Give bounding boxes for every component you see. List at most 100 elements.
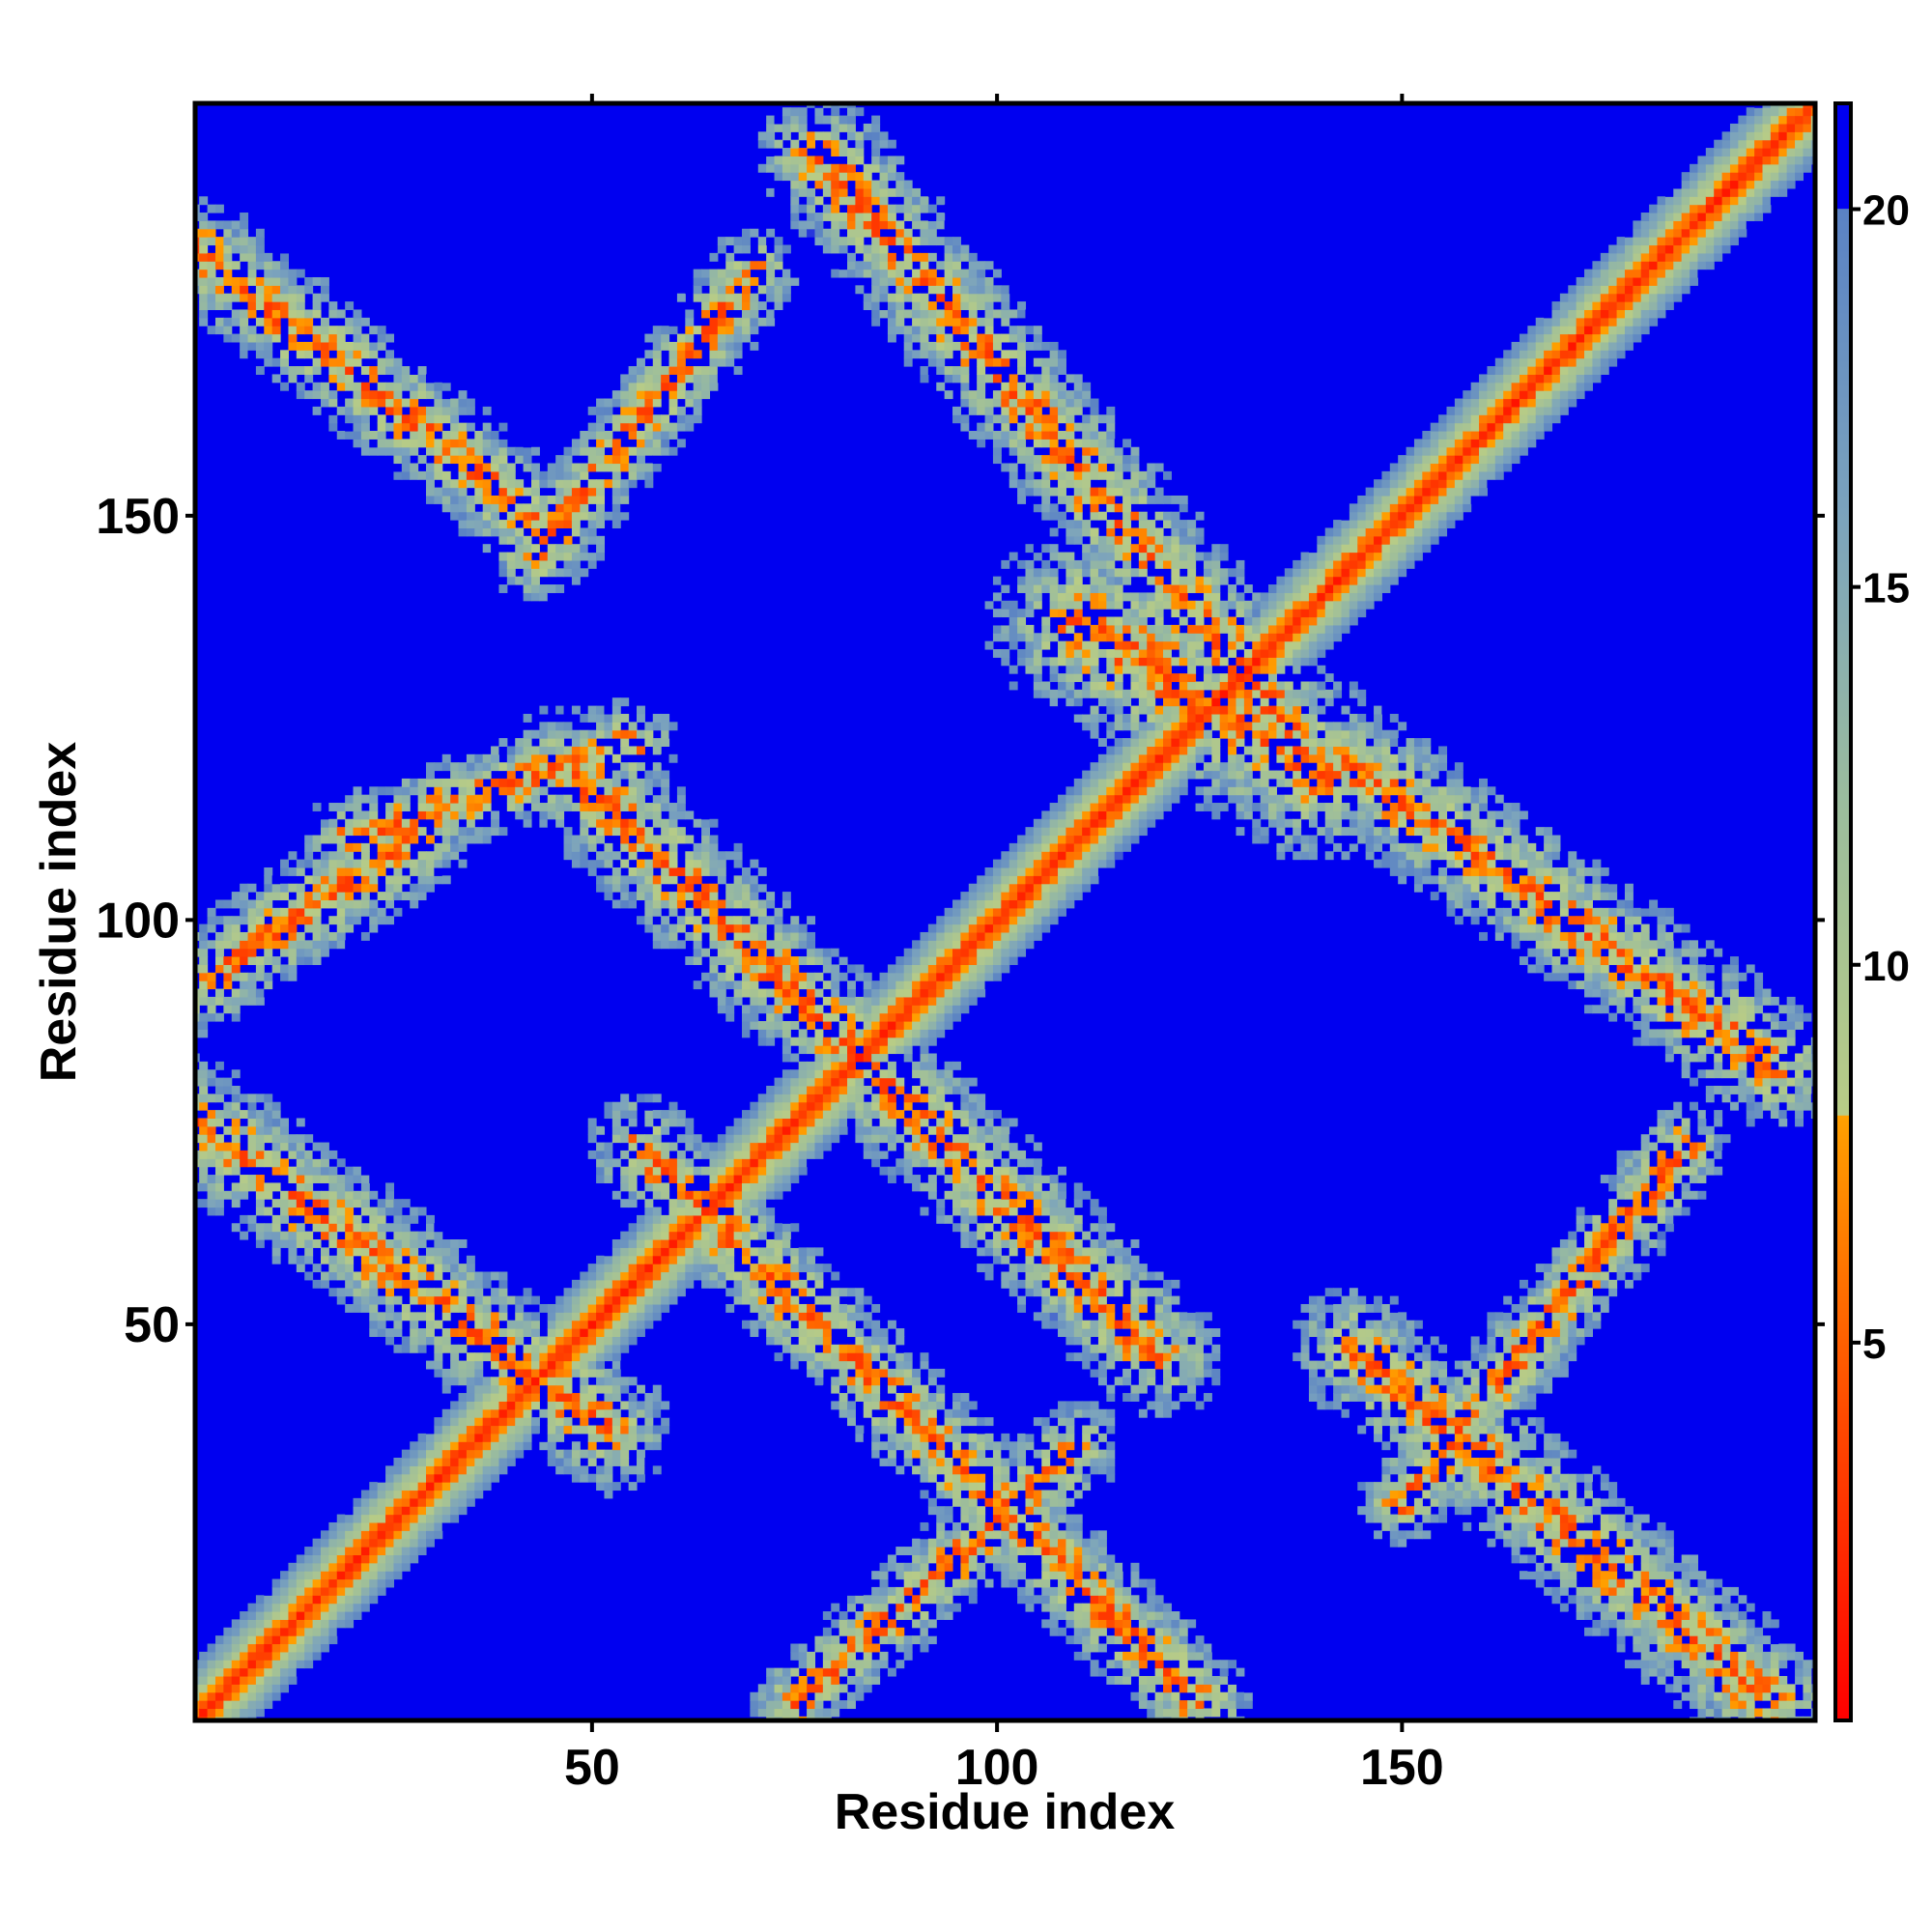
heatmap-cell xyxy=(393,455,403,465)
heatmap-cell xyxy=(466,1328,475,1338)
heatmap-cell xyxy=(831,1053,840,1063)
heatmap-cell xyxy=(596,746,606,755)
heatmap-cell xyxy=(271,1619,281,1629)
heatmap-cell xyxy=(620,697,630,707)
heatmap-cell xyxy=(523,1425,532,1435)
heatmap-cell xyxy=(644,446,654,456)
heatmap-cell xyxy=(369,1514,379,1523)
heatmap-cell xyxy=(887,269,896,278)
heatmap-cell xyxy=(547,552,556,561)
heatmap-cell xyxy=(255,923,265,933)
heatmap-cell xyxy=(458,495,468,504)
heatmap-cell xyxy=(434,827,443,837)
heatmap-cell xyxy=(717,1279,726,1289)
heatmap-cell xyxy=(515,794,525,804)
heatmap-cell xyxy=(369,899,379,909)
heatmap-cell xyxy=(742,1295,751,1305)
heatmap-cell xyxy=(280,1239,289,1248)
heatmap-cell xyxy=(271,1586,281,1596)
heatmap-cell xyxy=(798,1360,808,1370)
heatmap-cell xyxy=(750,1101,759,1111)
heatmap-cell xyxy=(207,923,216,933)
heatmap-cell xyxy=(498,1433,508,1442)
heatmap-cell xyxy=(336,1295,346,1305)
heatmap-cell xyxy=(604,1465,613,1475)
heatmap-cell xyxy=(199,1134,209,1144)
heatmap-cell xyxy=(637,1158,645,1168)
heatmap-cell xyxy=(814,1061,824,1070)
heatmap-cell xyxy=(887,1384,896,1394)
heatmap-cell xyxy=(466,1264,475,1273)
heatmap-cell xyxy=(887,1175,896,1183)
heatmap-cell xyxy=(571,511,581,521)
heatmap-cell xyxy=(766,156,776,165)
heatmap-cell xyxy=(288,931,298,941)
heatmap-cell xyxy=(288,1134,298,1144)
heatmap-cell xyxy=(240,1708,249,1718)
heatmap-cell xyxy=(644,842,654,852)
heatmap-cell xyxy=(280,964,289,974)
heatmap-cell xyxy=(531,592,540,602)
heatmap-cell xyxy=(271,907,281,917)
heatmap-cell xyxy=(652,446,662,456)
heatmap-cell xyxy=(336,810,346,820)
heatmap-cell xyxy=(271,1158,281,1168)
heatmap-cell xyxy=(847,1288,856,1297)
heatmap-cell xyxy=(895,1012,905,1022)
heatmap-cell xyxy=(458,786,468,796)
heatmap-cell xyxy=(774,1295,783,1305)
heatmap-cell xyxy=(887,1627,896,1636)
heatmap-cell xyxy=(637,366,645,375)
heatmap-cell xyxy=(304,923,314,933)
heatmap-cell xyxy=(353,333,362,343)
heatmap-cell xyxy=(863,988,872,998)
heatmap-cells xyxy=(195,103,1815,1720)
heatmap-cell xyxy=(620,859,630,868)
heatmap-cell xyxy=(912,1029,922,1038)
heatmap-cell xyxy=(717,1005,726,1014)
heatmap-cell xyxy=(661,1150,670,1159)
heatmap-cell xyxy=(604,778,613,787)
heatmap-cell xyxy=(377,382,386,391)
heatmap-cell xyxy=(320,867,329,876)
heatmap-cell xyxy=(555,778,565,787)
heatmap-cell xyxy=(555,568,565,578)
heatmap-cell xyxy=(838,1118,848,1127)
heatmap-cell xyxy=(312,1586,322,1596)
heatmap-cell xyxy=(296,1595,305,1605)
heatmap-cell xyxy=(240,1635,249,1645)
heatmap-cell xyxy=(668,1279,678,1289)
heatmap-cell xyxy=(360,859,370,868)
heatmap-cell xyxy=(644,738,654,747)
heatmap-cell xyxy=(774,1352,783,1362)
heatmap-cell xyxy=(790,180,800,189)
heatmap-cell xyxy=(231,276,241,286)
heatmap-cell xyxy=(506,463,516,472)
heatmap-cell xyxy=(596,544,606,554)
heatmap-cell xyxy=(871,1077,881,1087)
heatmap-cell xyxy=(385,1562,395,1572)
heatmap-cell xyxy=(377,1239,386,1248)
heatmap-cell xyxy=(781,1182,791,1192)
heatmap-cell xyxy=(693,276,702,286)
heatmap-cell xyxy=(466,511,475,521)
heatmap-cell xyxy=(199,940,209,950)
heatmap-cell xyxy=(417,1530,427,1540)
heatmap-cell xyxy=(628,414,638,424)
heatmap-cell xyxy=(417,1490,427,1499)
heatmap-cell xyxy=(814,1675,824,1685)
heatmap-cell xyxy=(807,139,816,149)
heatmap-cell xyxy=(637,1247,645,1257)
heatmap-cell xyxy=(838,1611,848,1620)
heatmap-cell xyxy=(385,916,395,925)
heatmap-cell xyxy=(661,778,670,787)
heatmap-cell xyxy=(369,1538,379,1548)
heatmap-cell xyxy=(822,1045,832,1055)
heatmap-cell xyxy=(450,1441,460,1451)
heatmap-cell xyxy=(336,1530,346,1540)
heatmap-cell xyxy=(563,559,573,569)
heatmap-cell xyxy=(515,544,525,554)
heatmap-cell xyxy=(750,1166,759,1176)
heatmap-cell xyxy=(312,1199,322,1208)
heatmap-cell xyxy=(652,794,662,804)
